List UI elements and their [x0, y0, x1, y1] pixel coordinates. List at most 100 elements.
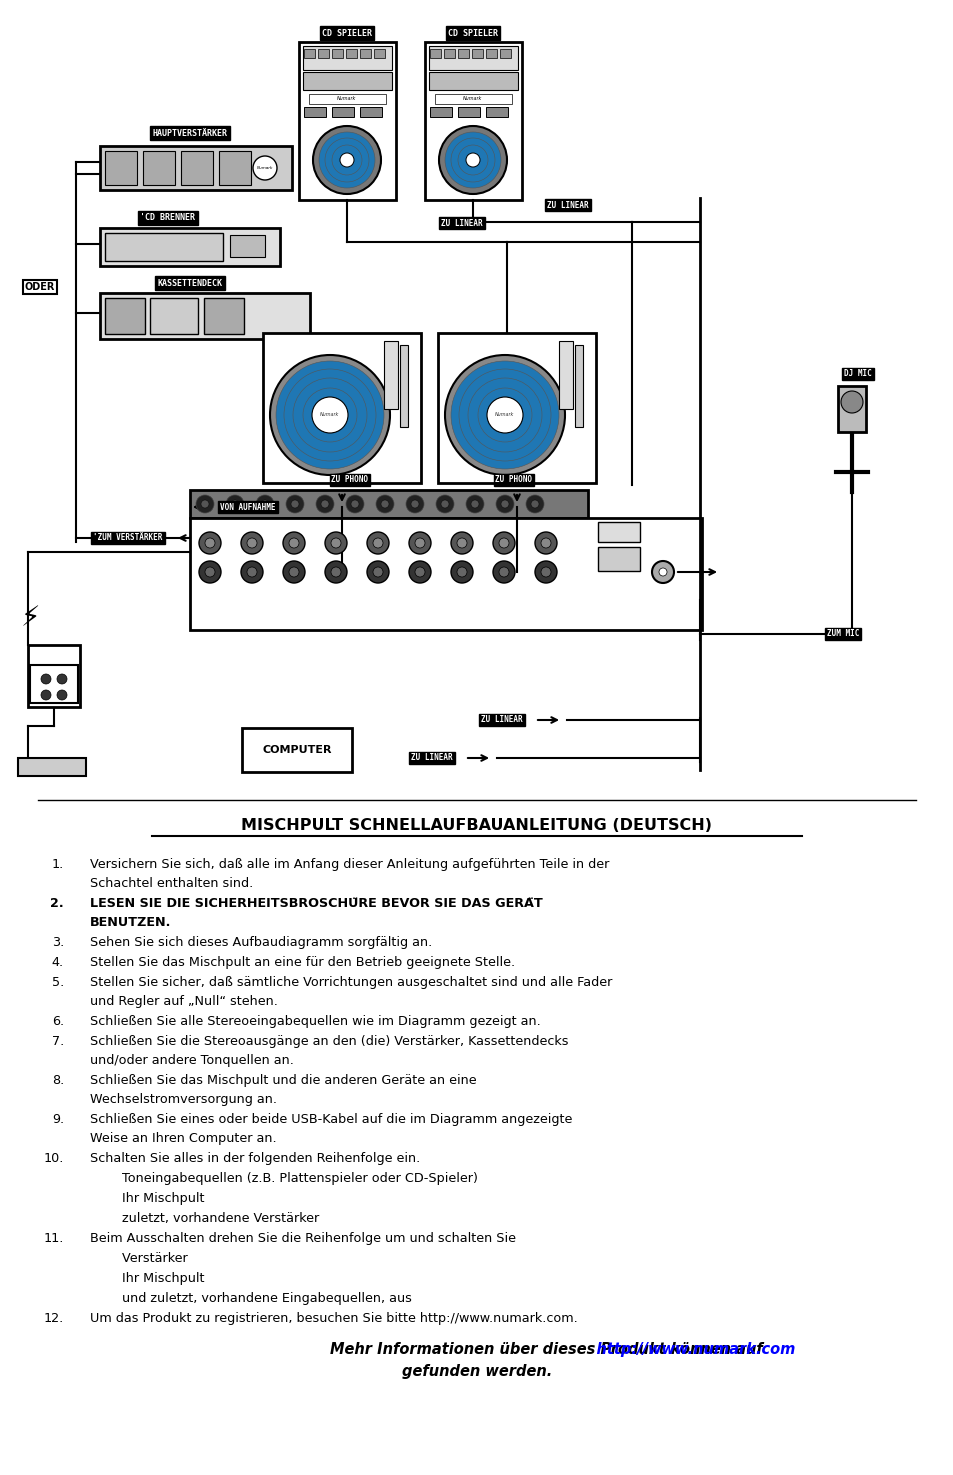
- Bar: [100, 229, 280, 266]
- Bar: [143, 150, 174, 184]
- Circle shape: [465, 496, 483, 513]
- Text: ZU LINEAR: ZU LINEAR: [440, 218, 482, 227]
- Text: ZUM MIC: ZUM MIC: [826, 630, 859, 639]
- Bar: [598, 547, 639, 571]
- Bar: [499, 49, 511, 58]
- Bar: [304, 108, 326, 117]
- Circle shape: [351, 500, 358, 507]
- Circle shape: [406, 496, 423, 513]
- Circle shape: [525, 496, 543, 513]
- Text: 4.: 4.: [51, 956, 64, 969]
- Bar: [100, 294, 310, 339]
- Bar: [437, 333, 596, 482]
- Bar: [575, 345, 582, 426]
- Text: 3.: 3.: [51, 937, 64, 948]
- Bar: [100, 146, 292, 190]
- Circle shape: [289, 566, 298, 577]
- Bar: [485, 108, 507, 117]
- Circle shape: [411, 500, 418, 507]
- Circle shape: [451, 361, 558, 469]
- Circle shape: [313, 398, 347, 432]
- Text: Schließen Sie eines oder beide USB-Kabel auf die im Diagramm angezeigte: Schließen Sie eines oder beide USB-Kabel…: [90, 1114, 572, 1125]
- Text: 6.: 6.: [51, 1015, 64, 1028]
- Text: ZU LINEAR: ZU LINEAR: [480, 715, 522, 724]
- Text: ZU LINEAR: ZU LINEAR: [547, 201, 588, 209]
- Text: 'CD BRENNER: 'CD BRENNER: [140, 214, 195, 223]
- Bar: [332, 108, 354, 117]
- Circle shape: [493, 532, 515, 555]
- Text: VON AUFNAHME: VON AUFNAHME: [220, 503, 275, 512]
- Text: Toneingabequellen (z.B. Plattenspieler oder CD-Spieler): Toneingabequellen (z.B. Plattenspieler o…: [90, 1173, 477, 1184]
- Text: 8.: 8.: [51, 1074, 64, 1087]
- Circle shape: [291, 500, 298, 507]
- Text: 9.: 9.: [51, 1114, 64, 1125]
- Bar: [28, 645, 80, 707]
- Circle shape: [331, 566, 340, 577]
- Circle shape: [325, 560, 347, 583]
- Circle shape: [444, 131, 500, 187]
- Text: ZU PHONO: ZU PHONO: [331, 475, 368, 484]
- Bar: [429, 72, 517, 90]
- Circle shape: [468, 378, 541, 451]
- Circle shape: [286, 496, 304, 513]
- Circle shape: [451, 560, 473, 583]
- Text: LESEN SIE DIE SICHERHEITSBROSCHÜRE BEVOR SIE DAS GERÄT: LESEN SIE DIE SICHERHEITSBROSCHÜRE BEVO…: [90, 897, 542, 910]
- Bar: [384, 341, 397, 409]
- Text: Numark: Numark: [256, 167, 273, 170]
- Text: ZU LINEAR: ZU LINEAR: [411, 754, 453, 763]
- Text: CD SPIELER: CD SPIELER: [322, 28, 372, 37]
- Circle shape: [493, 560, 515, 583]
- Circle shape: [375, 496, 394, 513]
- Text: Wechselstromversorgung an.: Wechselstromversorgung an.: [90, 1093, 276, 1106]
- Circle shape: [373, 538, 382, 549]
- Circle shape: [325, 139, 369, 181]
- Circle shape: [226, 496, 244, 513]
- Text: 5.: 5.: [51, 976, 64, 990]
- Text: 10.: 10.: [44, 1152, 64, 1165]
- Circle shape: [465, 153, 479, 167]
- Bar: [558, 341, 573, 409]
- Text: und/oder andere Tonquellen an.: und/oder andere Tonquellen an.: [90, 1055, 294, 1066]
- Circle shape: [241, 560, 263, 583]
- Text: ODER: ODER: [25, 282, 55, 292]
- Bar: [346, 49, 356, 58]
- Text: KASSETTENDECK: KASSETTENDECK: [157, 279, 222, 288]
- Text: DJ MIC: DJ MIC: [843, 370, 871, 379]
- Circle shape: [255, 496, 274, 513]
- Circle shape: [303, 388, 356, 442]
- Circle shape: [531, 500, 538, 507]
- Bar: [190, 518, 701, 630]
- Circle shape: [247, 538, 256, 549]
- Circle shape: [201, 500, 209, 507]
- Circle shape: [275, 361, 384, 469]
- Text: gefunden werden.: gefunden werden.: [401, 1364, 552, 1379]
- Text: 7.: 7.: [51, 1035, 64, 1049]
- Text: COMPUTER: COMPUTER: [262, 745, 332, 755]
- Text: Numark: Numark: [337, 96, 356, 102]
- Circle shape: [339, 153, 354, 167]
- Text: ZU PHONO: ZU PHONO: [495, 475, 532, 484]
- Bar: [30, 665, 78, 704]
- Circle shape: [41, 674, 51, 684]
- Circle shape: [458, 369, 551, 462]
- Circle shape: [205, 566, 214, 577]
- Circle shape: [659, 568, 666, 577]
- Text: 2.: 2.: [51, 897, 64, 910]
- Circle shape: [540, 566, 551, 577]
- Circle shape: [312, 397, 348, 434]
- Circle shape: [498, 566, 509, 577]
- Text: 1.: 1.: [51, 858, 64, 872]
- Bar: [18, 758, 86, 776]
- Bar: [230, 235, 265, 257]
- Circle shape: [199, 532, 221, 555]
- Circle shape: [195, 496, 213, 513]
- Circle shape: [651, 560, 673, 583]
- Circle shape: [498, 538, 509, 549]
- Circle shape: [409, 560, 431, 583]
- Text: Schachtel enthalten sind.: Schachtel enthalten sind.: [90, 878, 253, 889]
- Bar: [430, 49, 440, 58]
- Circle shape: [41, 690, 51, 701]
- Text: HAUPTVERSTÄRKER: HAUPTVERSTÄRKER: [152, 128, 227, 137]
- Bar: [303, 72, 392, 90]
- Circle shape: [486, 397, 522, 434]
